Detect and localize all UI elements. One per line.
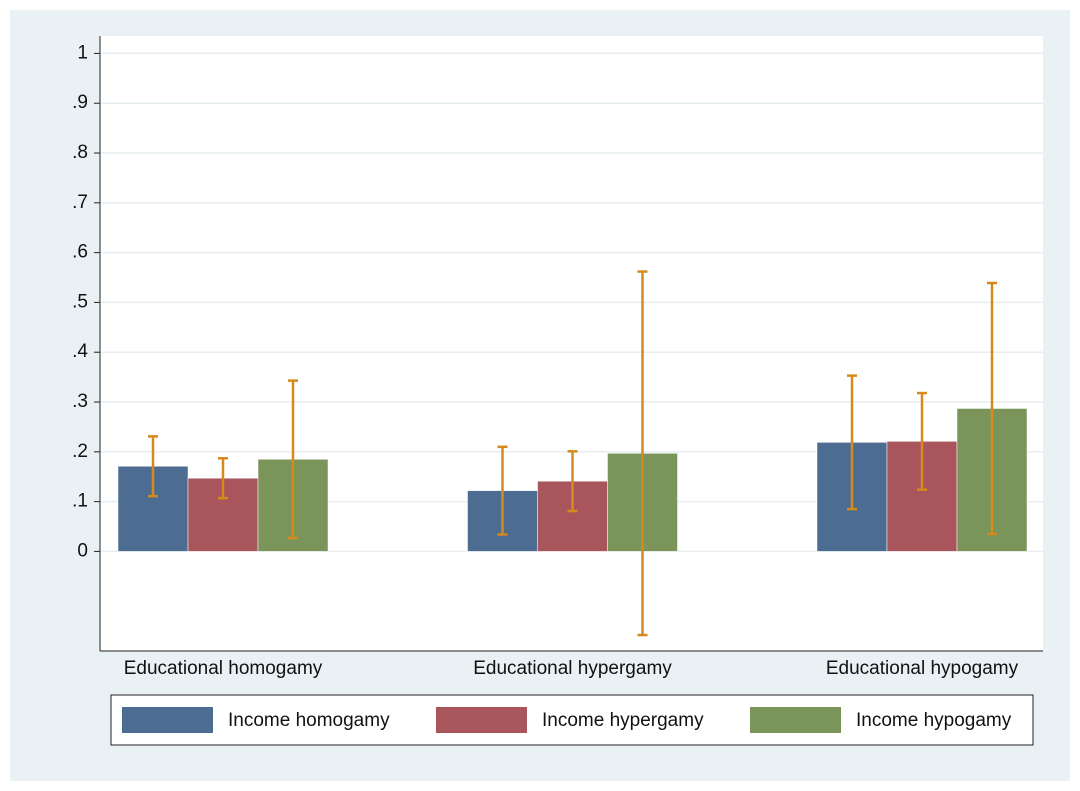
error-bar bbox=[148, 435, 158, 498]
x-tick-label: Educational hypergamy bbox=[473, 658, 672, 679]
y-tick-label: .1 bbox=[72, 491, 88, 512]
error-bar bbox=[987, 281, 997, 536]
legend-label: Income hypergamy bbox=[542, 710, 704, 731]
error-bar bbox=[917, 391, 927, 491]
legend-label: Income hypogamy bbox=[856, 710, 1012, 731]
y-tick-label: .8 bbox=[72, 142, 88, 163]
y-tick-label: 1 bbox=[77, 42, 88, 63]
legend-key bbox=[750, 707, 841, 733]
y-tick-label: .4 bbox=[72, 341, 88, 362]
legend bbox=[110, 694, 1034, 746]
error-bar bbox=[288, 379, 298, 540]
plot-area bbox=[100, 36, 1043, 651]
y-tick-label: .2 bbox=[72, 441, 88, 462]
error-bar bbox=[567, 450, 578, 513]
error-bar bbox=[497, 445, 508, 536]
y-tick-label: .7 bbox=[72, 192, 88, 213]
y-tick-label: .3 bbox=[72, 391, 88, 412]
legend-key bbox=[122, 707, 213, 733]
legend-key bbox=[436, 707, 527, 733]
x-tick-label: Educational hypogamy bbox=[826, 658, 1019, 679]
y-tick-label: .6 bbox=[72, 242, 88, 263]
y-tick-label: .9 bbox=[72, 92, 88, 113]
error-bar bbox=[847, 374, 857, 511]
error-bar bbox=[218, 457, 228, 500]
error-bar bbox=[637, 270, 648, 637]
y-tick-label: .5 bbox=[72, 291, 88, 312]
x-tick-label: Educational homogamy bbox=[124, 658, 323, 679]
legend-label: Income homogamy bbox=[228, 710, 390, 731]
y-tick-label: 0 bbox=[77, 540, 88, 561]
